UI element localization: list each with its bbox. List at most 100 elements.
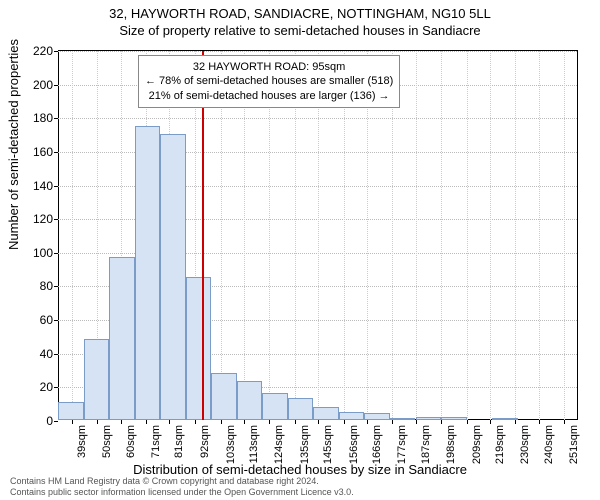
footer-line-2: Contains public sector information licen… [10, 487, 354, 498]
x-tick-mark [221, 420, 222, 424]
x-tick-mark [97, 420, 98, 424]
page-title: 32, HAYWORTH ROAD, SANDIACRE, NOTTINGHAM… [0, 0, 600, 21]
annotation-line: ← 78% of semi-detached houses are smalle… [145, 74, 393, 88]
x-tick-label: 177sqm [396, 425, 408, 464]
x-tick-label: 124sqm [273, 425, 285, 464]
x-tick-mark [515, 420, 516, 424]
y-tick-label: 40 [19, 347, 53, 361]
x-tick-label: 81sqm [173, 425, 185, 458]
histogram-bar [313, 407, 339, 420]
y-tick-label: 160 [19, 145, 53, 159]
x-tick-label: 251sqm [568, 425, 580, 464]
chart-area: 02040608010012014016018020022039sqm50sqm… [58, 50, 578, 420]
annotation-line: 21% of semi-detached houses are larger (… [145, 89, 393, 103]
y-tick-mark [54, 85, 58, 86]
x-tick-mark [467, 420, 468, 424]
y-tick-label: 220 [19, 44, 53, 58]
gridline-v [490, 51, 491, 420]
y-tick-label: 60 [19, 313, 53, 327]
histogram-bar [390, 418, 416, 420]
x-tick-mark [318, 420, 319, 424]
y-tick-mark [54, 219, 58, 220]
y-axis-line [58, 51, 59, 420]
x-tick-mark [72, 420, 73, 424]
annotation-line: 32 HAYWORTH ROAD: 95sqm [145, 60, 393, 74]
x-tick-label: 219sqm [494, 425, 506, 464]
histogram-bar [84, 339, 110, 420]
histogram-bar [211, 373, 237, 420]
y-tick-mark [54, 320, 58, 321]
histogram-bar [492, 418, 518, 420]
x-tick-label: 187sqm [420, 425, 432, 464]
histogram-bar [339, 412, 365, 420]
page-subtitle: Size of property relative to semi-detach… [0, 21, 600, 38]
y-tick-mark [54, 51, 58, 52]
y-tick-mark [54, 286, 58, 287]
gridline-v [441, 51, 442, 420]
x-tick-label: 230sqm [519, 425, 531, 464]
y-tick-label: 20 [19, 380, 53, 394]
x-tick-mark [490, 420, 491, 424]
x-tick-label: 71sqm [150, 425, 162, 458]
x-tick-label: 240sqm [543, 425, 555, 464]
y-tick-mark [54, 354, 58, 355]
histogram-bar [364, 413, 390, 420]
y-tick-label: 200 [19, 78, 53, 92]
y-tick-mark [54, 253, 58, 254]
x-tick-mark [416, 420, 417, 424]
x-tick-mark [344, 420, 345, 424]
y-tick-label: 180 [19, 111, 53, 125]
x-tick-mark [539, 420, 540, 424]
x-tick-label: 166sqm [371, 425, 383, 464]
x-tick-label: 60sqm [125, 425, 137, 458]
histogram-bar [416, 417, 442, 420]
histogram-bar [58, 402, 84, 421]
x-tick-label: 39sqm [76, 425, 88, 458]
gridline-v [416, 51, 417, 420]
gridline-v [72, 51, 73, 420]
x-tick-mark [295, 420, 296, 424]
y-tick-mark [54, 421, 58, 422]
histogram-bar [441, 417, 467, 420]
histogram-bar [237, 381, 263, 420]
y-tick-label: 100 [19, 246, 53, 260]
x-tick-label: 92sqm [199, 425, 211, 458]
x-tick-label: 135sqm [299, 425, 311, 464]
plot-region: 02040608010012014016018020022039sqm50sqm… [58, 50, 578, 420]
y-tick-mark [54, 387, 58, 388]
footer-line-1: Contains HM Land Registry data © Crown c… [10, 476, 354, 487]
y-tick-mark [54, 186, 58, 187]
histogram-bar [262, 393, 288, 420]
gridline-v [564, 51, 565, 420]
x-tick-mark [146, 420, 147, 424]
x-tick-mark [441, 420, 442, 424]
gridline-v [467, 51, 468, 420]
x-tick-mark [564, 420, 565, 424]
x-tick-mark [195, 420, 196, 424]
x-tick-label: 50sqm [101, 425, 113, 458]
x-tick-mark [244, 420, 245, 424]
histogram-bar [288, 398, 314, 420]
y-tick-mark [54, 118, 58, 119]
x-tick-mark [392, 420, 393, 424]
x-tick-label: 156sqm [348, 425, 360, 464]
y-tick-mark [54, 152, 58, 153]
x-tick-mark [367, 420, 368, 424]
y-tick-label: 120 [19, 212, 53, 226]
x-tick-mark [169, 420, 170, 424]
histogram-bar [160, 134, 186, 420]
histogram-bar [135, 126, 161, 420]
y-tick-label: 140 [19, 179, 53, 193]
y-tick-label: 0 [19, 414, 53, 428]
histogram-bar [109, 257, 135, 420]
x-tick-label: 145sqm [322, 425, 334, 464]
x-tick-mark [269, 420, 270, 424]
x-tick-label: 209sqm [471, 425, 483, 464]
histogram-bar [186, 277, 212, 420]
footer-attribution: Contains HM Land Registry data © Crown c… [10, 476, 354, 498]
x-axis-label: Distribution of semi-detached houses by … [0, 462, 600, 477]
x-tick-label: 113sqm [248, 425, 260, 463]
x-tick-label: 103sqm [225, 425, 237, 464]
gridline-v [539, 51, 540, 420]
gridline-v [515, 51, 516, 420]
